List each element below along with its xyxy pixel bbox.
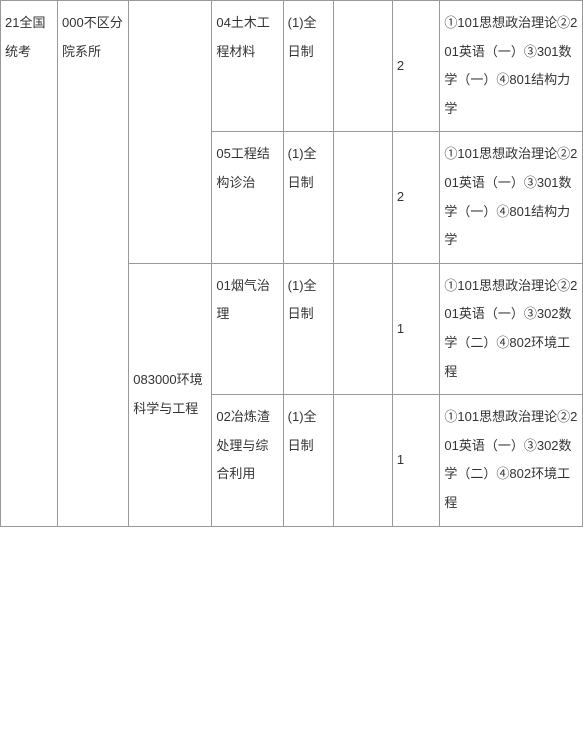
subjects-cell: ①101思想政治理论②201英语（一）③301数学（一）④801结构力学: [440, 1, 583, 132]
mode-cell: (1)全日制: [283, 263, 333, 394]
subjects-cell: ①101思想政治理论②201英语（一）③302数学（二）④802环境工程: [440, 395, 583, 526]
major-cell: 083000环境科学与工程: [129, 263, 212, 526]
dept-cell: 000不区分院系所: [58, 1, 129, 527]
direction-cell: 02冶炼渣处理与综合利用: [212, 395, 283, 526]
mode-cell: (1)全日制: [283, 1, 333, 132]
subjects-cell: ①101思想政治理论②201英语（一）③301数学（一）④801结构力学: [440, 132, 583, 263]
admissions-table: 21全国统考 000不区分院系所 04土木工程材料 (1)全日制 2 ①101思…: [0, 0, 583, 527]
blank-cell: [333, 395, 392, 526]
count-cell: 2: [392, 132, 440, 263]
count-cell: 1: [392, 395, 440, 526]
direction-cell: 05工程结构诊治: [212, 132, 283, 263]
table-row: 21全国统考 000不区分院系所 04土木工程材料 (1)全日制 2 ①101思…: [1, 1, 583, 132]
subjects-cell: ①101思想政治理论②201英语（一）③302数学（二）④802环境工程: [440, 263, 583, 394]
blank-cell: [333, 1, 392, 132]
count-cell: 1: [392, 263, 440, 394]
direction-cell: 04土木工程材料: [212, 1, 283, 132]
mode-cell: (1)全日制: [283, 395, 333, 526]
exam-type-cell: 21全国统考: [1, 1, 58, 527]
direction-cell: 01烟气治理: [212, 263, 283, 394]
major-cell: [129, 1, 212, 264]
blank-cell: [333, 263, 392, 394]
count-cell: 2: [392, 1, 440, 132]
blank-cell: [333, 132, 392, 263]
mode-cell: (1)全日制: [283, 132, 333, 263]
